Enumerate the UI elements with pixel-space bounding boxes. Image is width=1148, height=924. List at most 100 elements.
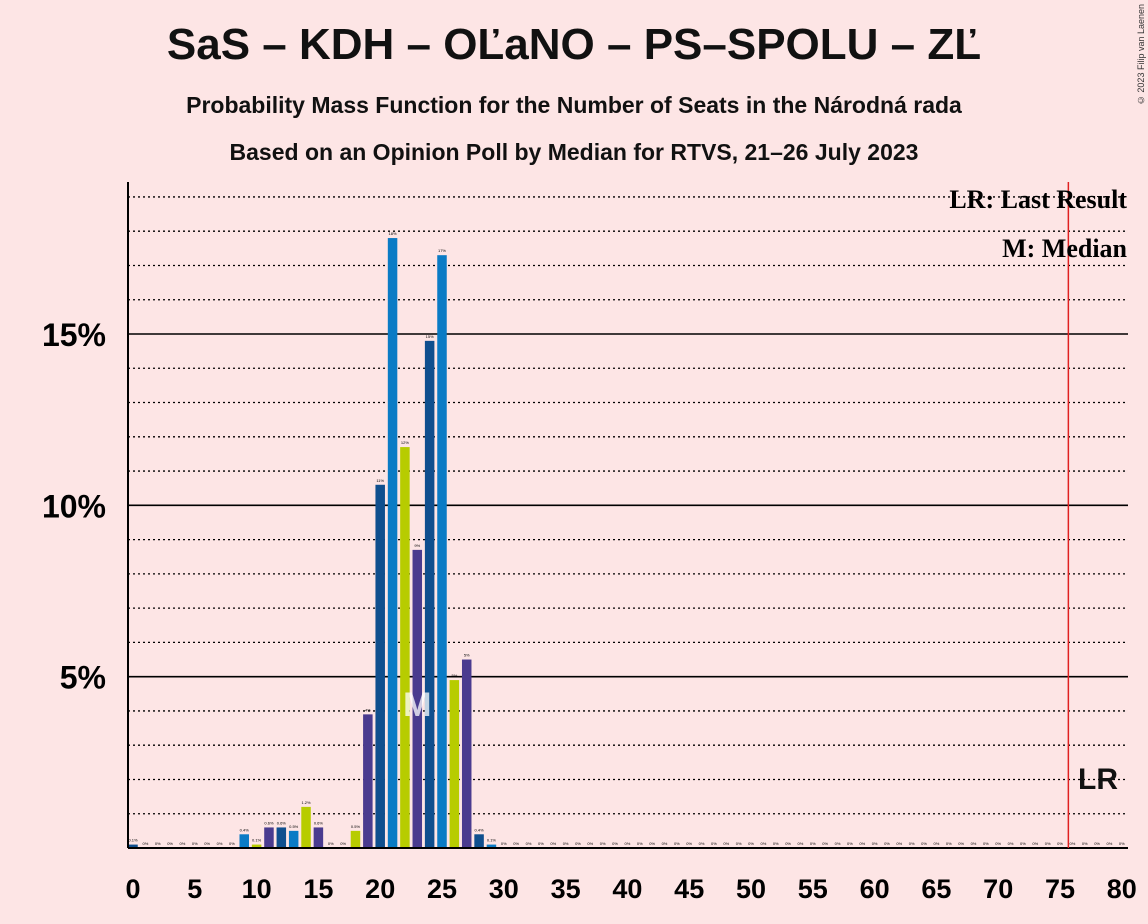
bar-25 xyxy=(437,255,447,849)
data-label-59: 0% xyxy=(859,841,865,846)
x-tick-label: 25 xyxy=(427,874,457,904)
data-label-5: 0% xyxy=(192,841,198,846)
x-tick-label: 75 xyxy=(1045,874,1075,904)
x-tick-label: 40 xyxy=(612,874,642,904)
data-label-33: 0% xyxy=(538,841,544,846)
y-tick-label: 15% xyxy=(42,317,106,353)
x-tick-label: 20 xyxy=(365,874,395,904)
data-label-78: 0% xyxy=(1094,841,1100,846)
data-label-12: 0.6% xyxy=(277,820,287,825)
y-tick-labels: 5% 10% 15% xyxy=(42,317,106,696)
bar-21 xyxy=(387,238,398,848)
data-label-23: 9% xyxy=(414,543,420,548)
data-label-6: 0% xyxy=(204,841,210,846)
data-label-22: 12% xyxy=(401,440,409,445)
x-tick-label: 60 xyxy=(860,874,890,904)
data-label-50: 0% xyxy=(748,841,754,846)
data-label-65: 0% xyxy=(934,841,940,846)
data-label-64: 0% xyxy=(921,841,927,846)
data-label-70: 0% xyxy=(995,841,1001,846)
data-label-25: 17% xyxy=(438,248,446,253)
data-label-41: 0% xyxy=(637,841,643,846)
bar-20 xyxy=(375,484,385,848)
data-label-40: 0% xyxy=(625,841,631,846)
data-label-48: 0% xyxy=(723,841,729,846)
y-tick-label: 5% xyxy=(60,660,106,696)
bar-12 xyxy=(276,827,287,848)
markers: M LR xyxy=(403,182,1118,848)
bar-22 xyxy=(400,447,410,848)
data-label-58: 0% xyxy=(847,841,853,846)
data-label-75: 0% xyxy=(1057,841,1063,846)
data-label-34: 0% xyxy=(550,841,556,846)
bar-23 xyxy=(412,549,423,848)
chart-title: SaS – KDH – OĽaNO – PS–SPOLU – ZĽ xyxy=(166,20,982,69)
data-label-27: 5% xyxy=(464,653,470,658)
x-tick-label: 80 xyxy=(1107,874,1137,904)
data-labels: 0.1%0% 0% 0% 0% 0% 0% 0% 0%0.4%0.1%0.6% 0.6%0.5%… xyxy=(128,231,1125,846)
data-label-38: 0% xyxy=(600,841,606,846)
legend-median: M: Median xyxy=(1002,234,1127,263)
data-label-18: 0.5% xyxy=(351,824,361,829)
bar-0 xyxy=(128,844,138,848)
bar-26 xyxy=(449,680,460,848)
bar-14 xyxy=(301,806,311,848)
data-label-51: 0% xyxy=(760,841,766,846)
data-label-15: 0.6% xyxy=(314,820,324,825)
bar-15 xyxy=(313,827,324,848)
data-label-68: 0% xyxy=(971,841,977,846)
data-label-30: 0% xyxy=(501,841,507,846)
data-label-31: 0% xyxy=(513,841,519,846)
x-tick-label: 50 xyxy=(736,874,766,904)
data-label-17: 0% xyxy=(340,841,346,846)
median-marker: M xyxy=(403,686,431,724)
data-label-62: 0% xyxy=(896,841,902,846)
data-label-47: 0% xyxy=(711,841,717,846)
data-label-2: 0% xyxy=(155,841,161,846)
data-label-4: 0% xyxy=(180,841,186,846)
data-label-9: 0.4% xyxy=(240,827,250,832)
bar-24 xyxy=(424,340,435,848)
x-tick-label: 35 xyxy=(551,874,581,904)
x-tick-label: 0 xyxy=(125,874,140,904)
data-label-76: 0% xyxy=(1069,841,1075,846)
axes xyxy=(127,182,1128,849)
data-label-67: 0% xyxy=(958,841,964,846)
data-label-1: 0% xyxy=(142,841,148,846)
data-label-79: 0% xyxy=(1107,841,1113,846)
bar-18 xyxy=(350,830,361,848)
bar-19 xyxy=(363,714,373,848)
data-label-39: 0% xyxy=(612,841,618,846)
data-label-80: 0% xyxy=(1119,841,1125,846)
data-label-19: 4% xyxy=(365,707,371,712)
data-label-0: 0.1% xyxy=(128,838,138,843)
data-label-71: 0% xyxy=(1008,841,1014,846)
data-label-55: 0% xyxy=(810,841,816,846)
x-tick-labels: 0 5 10 15 20 25 30 35 40 45 50 55 60 65 70 75 80 xyxy=(125,874,1136,904)
data-label-63: 0% xyxy=(909,841,915,846)
data-label-26: 5% xyxy=(451,673,457,678)
x-tick-label: 10 xyxy=(242,874,272,904)
data-label-56: 0% xyxy=(822,841,828,846)
x-tick-label: 65 xyxy=(921,874,951,904)
data-label-53: 0% xyxy=(785,841,791,846)
legend-last-result: LR: Last Result xyxy=(949,185,1127,214)
data-label-57: 0% xyxy=(835,841,841,846)
bar-28 xyxy=(474,834,484,848)
data-label-14: 1.2% xyxy=(301,800,311,805)
data-label-45: 0% xyxy=(686,841,692,846)
x-tick-label: 55 xyxy=(798,874,828,904)
data-label-11: 0.6% xyxy=(264,820,274,825)
data-label-66: 0% xyxy=(946,841,952,846)
data-label-77: 0% xyxy=(1082,841,1088,846)
x-tick-label: 15 xyxy=(303,874,333,904)
data-label-61: 0% xyxy=(884,841,890,846)
data-label-43: 0% xyxy=(662,841,668,846)
bar-27 xyxy=(461,659,472,848)
data-label-73: 0% xyxy=(1032,841,1038,846)
data-label-16: 0% xyxy=(328,841,334,846)
data-label-29: 0.1% xyxy=(487,838,497,843)
data-label-36: 0% xyxy=(575,841,581,846)
data-label-46: 0% xyxy=(699,841,705,846)
